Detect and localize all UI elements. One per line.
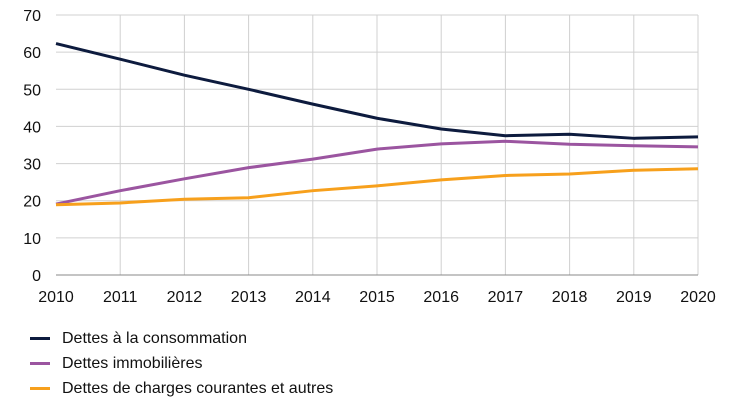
legend-swatch	[30, 387, 50, 390]
x-tick-label: 2016	[423, 289, 459, 306]
x-tick-label: 2014	[295, 289, 331, 306]
y-tick-label: 20	[23, 194, 41, 211]
x-tick-label: 2013	[231, 289, 267, 306]
x-tick-label: 2011	[103, 289, 138, 306]
y-tick-label: 10	[23, 231, 41, 248]
x-tick-label: 2012	[167, 289, 203, 306]
legend-item: Dettes de charges courantes et autres	[30, 376, 333, 401]
legend-swatch	[30, 337, 50, 340]
y-tick-label: 50	[23, 82, 41, 99]
series-line	[55, 167, 699, 207]
x-tick-label: 2018	[552, 289, 588, 306]
y-tick-label: 0	[32, 268, 41, 285]
legend-label: Dettes à la consommation	[62, 329, 247, 347]
x-tick-label: 2020	[680, 289, 716, 306]
line-chart: 0 10 20 30 40 50 60 70 2010 2011 2012 2013 2014 2015 2…	[23, 8, 716, 306]
series-line	[55, 139, 699, 206]
x-tick-label: 2019	[616, 289, 652, 306]
x-tick-label: 2015	[359, 289, 395, 306]
y-tick-label: 60	[23, 45, 41, 62]
legend-swatch	[30, 362, 50, 365]
y-tick-label: 30	[23, 157, 41, 174]
series-line	[55, 42, 699, 140]
legend-label: Dettes immobilières	[62, 354, 203, 372]
legend-item: Dettes immobilières	[30, 351, 333, 376]
legend-label: Dettes de charges courantes et autres	[62, 379, 334, 397]
x-tick-label: 2010	[38, 289, 74, 306]
x-tick-label: 2017	[488, 289, 524, 306]
y-tick-label: 70	[23, 8, 41, 25]
legend-item: Dettes à la consommation	[30, 326, 333, 351]
legend: Dettes à la consommation Dettes immobili…	[30, 326, 333, 401]
y-tick-label: 40	[23, 119, 41, 136]
